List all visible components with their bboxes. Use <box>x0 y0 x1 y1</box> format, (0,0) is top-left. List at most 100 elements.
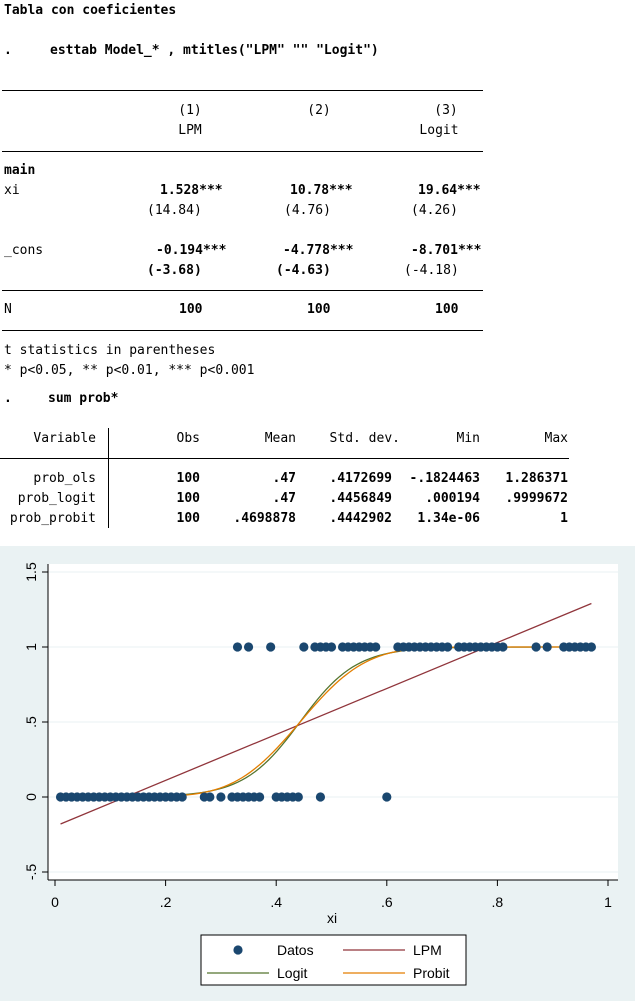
data-point <box>531 642 541 652</box>
y-tick-label: 1 <box>23 643 39 651</box>
sum-var: prob_logit <box>17 491 96 506</box>
sum-cell: .4456849 <box>329 491 392 506</box>
sum-cell: -.1824463 <box>409 471 480 486</box>
chart-svg: -.5 0 .5 1 1.5 0 .2 .4 .6 .8 1 xi Datos LPM Logit Prob… <box>23 562 618 986</box>
legend-label-probit: Probit <box>413 965 450 981</box>
data-point <box>255 792 265 802</box>
sum-cell: 1.34e-06 <box>417 511 480 526</box>
x-tick-label: .8 <box>492 894 504 910</box>
y-tick-label: -.5 <box>23 864 39 881</box>
sum-cell: 100 <box>176 491 200 506</box>
data-point <box>326 642 337 652</box>
esttab-colnum: (3) <box>434 103 458 118</box>
series-line-lpm <box>60 602 592 825</box>
legend-label-logit: Logit <box>277 965 307 981</box>
command-prompt-dot: . <box>4 391 12 406</box>
esttab-n-rule <box>2 290 483 291</box>
data-point <box>177 792 187 802</box>
sum-cell: .47 <box>272 471 296 486</box>
data-point <box>315 792 326 802</box>
esttab-note: t statistics in parentheses <box>4 343 216 358</box>
esttab-row-label: xi <box>4 183 20 198</box>
sum-var: prob_probit <box>9 511 96 526</box>
esttab-n-label: N <box>4 302 12 317</box>
sum-command: sum prob* <box>48 391 119 406</box>
x-tick-label: 0 <box>51 894 59 910</box>
legend-label-datos: Datos <box>277 942 314 958</box>
sum-header: Std. dev. <box>329 431 400 446</box>
esttab-mid-rule <box>2 151 483 152</box>
results-title: Tabla con coeficientes <box>4 3 177 18</box>
esttab-tstat: (14.84) <box>147 203 202 218</box>
esttab-coef: -4.778*** <box>283 243 354 258</box>
sum-header: Mean <box>264 431 296 446</box>
sum-divider-vertical <box>108 428 109 528</box>
esttab-mtitle: Logit <box>419 123 459 138</box>
sum-header: Min <box>456 431 480 446</box>
data-point <box>232 642 243 652</box>
graph-window: -.5 0 .5 1 1.5 0 .2 .4 .6 .8 1 xi Datos LPM Logit Prob… <box>0 546 635 1001</box>
esttab-n-value: 100 <box>307 302 331 317</box>
esttab-tstat: (-3.68) <box>147 263 202 278</box>
data-point <box>443 642 453 652</box>
sum-header: Variable <box>33 431 96 446</box>
sum-cell: 1 <box>560 511 568 526</box>
esttab-section: main <box>4 163 36 178</box>
esttab-colnum: (1) <box>178 103 202 118</box>
y-tick-label: 1.5 <box>23 562 39 582</box>
sum-cell: .47 <box>272 491 296 506</box>
esttab-bottom-rule <box>2 330 483 331</box>
esttab-coef: 19.64*** <box>418 183 481 198</box>
esttab-row-label: _cons <box>4 243 44 258</box>
data-point <box>216 792 226 802</box>
esttab-coef: -8.701*** <box>411 243 482 258</box>
legend-key-datos <box>233 945 243 955</box>
esttab-colnum: (2) <box>307 103 331 118</box>
data-point <box>243 642 254 652</box>
x-axis-title: xi <box>327 910 337 926</box>
y-tick-label: 0 <box>23 793 39 801</box>
data-point <box>542 642 552 652</box>
esttab-note: * p<0.05, ** p<0.01, *** p<0.001 <box>4 363 255 378</box>
x-tick-label: 1 <box>604 894 612 910</box>
esttab-tstat: (-4.18) <box>404 263 459 278</box>
data-point <box>498 642 508 652</box>
x-tick-label: .4 <box>270 894 282 910</box>
x-tick-label: .6 <box>381 894 393 910</box>
esttab-tstat: (4.76) <box>284 203 331 218</box>
sum-cell: 100 <box>176 511 200 526</box>
sum-var: prob_ols <box>33 471 96 486</box>
sum-cell: 100 <box>176 471 200 486</box>
data-point <box>382 792 392 802</box>
esttab-n-value: 100 <box>435 302 459 317</box>
esttab-top-rule <box>2 90 483 91</box>
sum-cell: .4442902 <box>329 511 392 526</box>
sum-cell: 1.286371 <box>505 471 568 486</box>
sum-cell: .9999672 <box>505 491 568 506</box>
legend-box <box>200 934 467 986</box>
esttab-coef: 1.528*** <box>160 183 223 198</box>
legend-label-lpm: LPM <box>413 942 442 958</box>
data-point <box>205 792 215 802</box>
command-prompt-dot: . <box>4 43 12 58</box>
esttab-command: esttab Model_* , mtitles("LPM" "" "Logit… <box>50 43 379 58</box>
y-tick-label: .5 <box>23 716 39 728</box>
esttab-mtitle: LPM <box>178 123 202 138</box>
data-point <box>293 792 303 802</box>
sum-cell: .4172699 <box>329 471 392 486</box>
esttab-coef: -0.194*** <box>156 243 227 258</box>
esttab-tstat: (-4.63) <box>276 263 331 278</box>
esttab-coef: 10.78*** <box>290 183 353 198</box>
data-point <box>299 642 309 652</box>
esttab-n-value: 100 <box>179 302 203 317</box>
data-point <box>586 642 597 652</box>
data-point <box>371 642 381 652</box>
sum-cell: .4698878 <box>233 511 296 526</box>
x-tick-label: .2 <box>160 894 172 910</box>
sum-header: Max <box>544 431 568 446</box>
sum-divider-horizontal <box>0 458 569 459</box>
esttab-tstat: (4.26) <box>411 203 458 218</box>
data-point <box>266 642 276 652</box>
sum-cell: .000194 <box>425 491 480 506</box>
sum-header: Obs <box>176 431 200 446</box>
